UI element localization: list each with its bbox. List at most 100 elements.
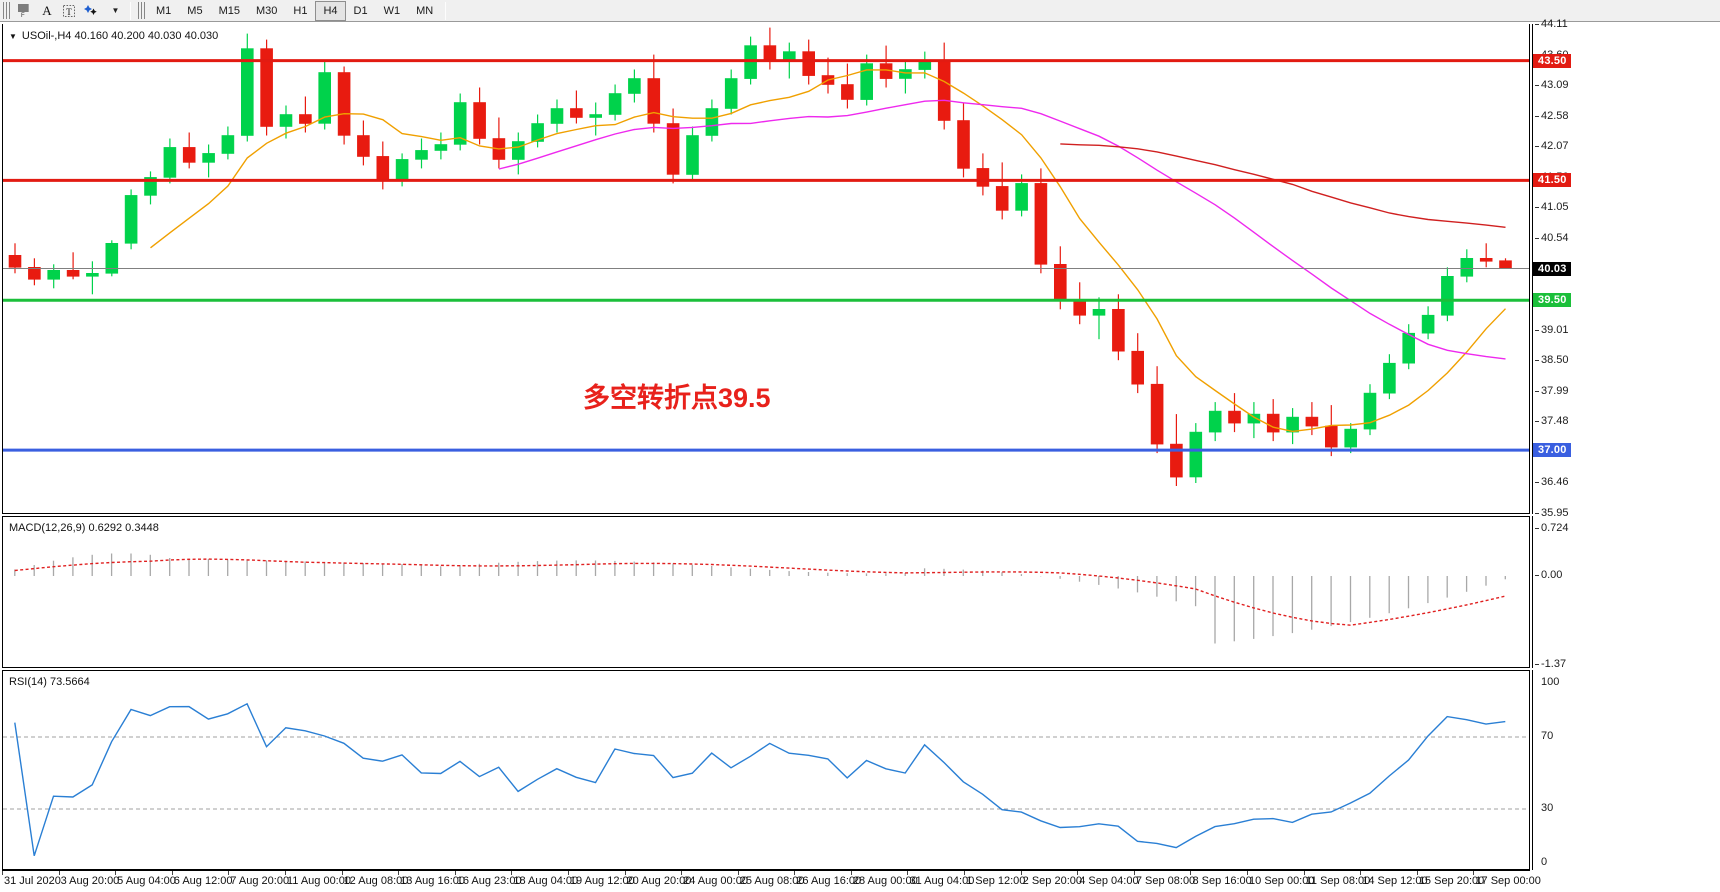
- candle-body: [802, 51, 816, 76]
- current-price-tag: 40.03: [1533, 261, 1571, 276]
- time-axis-label: 16 Aug 23:00: [456, 875, 522, 887]
- candle-body: [628, 78, 641, 94]
- tab-timeframe-w1[interactable]: W1: [383, 4, 401, 17]
- tab-timeframe-m30[interactable]: M30: [255, 4, 278, 17]
- price-tick: 43.09: [1535, 79, 1569, 91]
- macd-tick: -1.37: [1535, 658, 1566, 670]
- candle-body: [899, 69, 912, 79]
- time-axis-tick: [1360, 871, 1362, 875]
- time-axis-tick: [1247, 871, 1249, 875]
- candle-body: [1034, 183, 1048, 265]
- time-axis-label: 15 Sep 20:00: [1418, 875, 1485, 887]
- time-axis-tick: [1020, 871, 1022, 875]
- time-axis-label: 31 Aug 04:00: [909, 875, 975, 887]
- price-pane[interactable]: ▼ USOil-,H4 40.160 40.200 40.030 40.030 …: [2, 24, 1530, 514]
- time-axis-label: 28 Aug 00:00: [852, 875, 918, 887]
- collapse-icon[interactable]: ▼: [9, 31, 17, 41]
- time-axis-label: 24 Aug 00:00: [683, 875, 748, 887]
- time-axis-label: 14 Sep 12:00: [1362, 875, 1428, 887]
- time-axis-tick: [737, 871, 739, 875]
- symbol-info: ▼ USOil-,H4 40.160 40.200 40.030 40.030: [9, 30, 218, 42]
- tab-timeframe-m5[interactable]: M5: [187, 4, 203, 17]
- rsi-scale[interactable]: 100 70 30 0: [1532, 670, 1720, 870]
- indicators-tool-icon[interactable]: [80, 1, 104, 21]
- time-axis-label: 2 Sep 20:00: [1022, 875, 1082, 887]
- toolbar-grip[interactable]: [3, 2, 10, 19]
- candle-body: [763, 45, 777, 61]
- rsi-pane[interactable]: RSI(14) 73.5664: [2, 670, 1530, 870]
- candle-body: [1247, 413, 1261, 424]
- candle-body: [686, 135, 699, 175]
- tab-timeframe-h1[interactable]: H1: [293, 4, 308, 17]
- macd-axis-line: [1532, 516, 1533, 668]
- candle-body: [1305, 416, 1319, 427]
- crosshair-tool-icon[interactable]: F: [13, 1, 36, 21]
- price-tick: 44.11: [1535, 18, 1568, 30]
- candle-body: [1344, 428, 1357, 448]
- candle-body: [1441, 276, 1454, 316]
- candle-body: [957, 120, 970, 169]
- chart-area: ▼ USOil-,H4 40.160 40.200 40.030 40.030 …: [0, 18, 1720, 892]
- text-label-tool-icon[interactable]: T: [58, 1, 80, 21]
- candle-body: [241, 48, 254, 136]
- candle-body: [705, 108, 719, 136]
- time-axis-tick: [284, 871, 286, 875]
- macd-pane[interactable]: MACD(12,26,9) 0.6292 0.3448: [2, 516, 1530, 668]
- macd-signal-line: [14, 558, 1506, 626]
- tab-timeframe-h4[interactable]: H4: [315, 0, 346, 21]
- tab-timeframe-m1[interactable]: M1: [156, 4, 172, 17]
- candle-body: [511, 141, 525, 160]
- price-tick: 42.07: [1535, 140, 1569, 152]
- price-candles-svg: [3, 27, 1529, 486]
- resistance-tag-4350: 43.50: [1533, 53, 1571, 68]
- tab-timeframe-mn[interactable]: MN: [416, 4, 434, 17]
- candle-body: [66, 270, 80, 277]
- candle-body: [995, 186, 1009, 211]
- time-axis-label: 31 Jul 2020: [4, 875, 61, 887]
- macd-scale[interactable]: 0.724 0.00 -1.37: [1532, 516, 1720, 670]
- candle-body: [202, 153, 215, 163]
- candle-body: [473, 102, 486, 139]
- time-axis-label: 12 Aug 08:00: [343, 875, 409, 887]
- time-axis-tick: [1190, 871, 1192, 875]
- candle-body: [105, 243, 119, 274]
- timeframe-grip[interactable]: [138, 2, 145, 19]
- candle-body: [376, 156, 390, 181]
- candle-body: [1460, 258, 1474, 277]
- time-axis-tick: [228, 871, 230, 875]
- candle-body: [299, 114, 312, 124]
- rsi-line: [14, 702, 1506, 857]
- candle-body: [608, 93, 622, 115]
- price-tick: 42.58: [1535, 110, 1569, 122]
- candle-body: [1112, 308, 1125, 352]
- price-tick: 41.05: [1535, 201, 1569, 213]
- price-scale[interactable]: 44.1143.6043.0942.5842.0741.5641.0540.54…: [1532, 18, 1720, 519]
- candle-body: [47, 270, 61, 280]
- price-tick: 37.48: [1535, 415, 1569, 427]
- main-toolbar: F A T ▼ M1 M5 M15 M30 H1 H4 D1 W1 MN: [0, 0, 1720, 22]
- candle-body: [124, 195, 138, 244]
- time-axis-tick: [454, 871, 456, 875]
- tab-timeframe-d1[interactable]: D1: [353, 4, 368, 17]
- time-axis-tick: [58, 871, 60, 875]
- indicators-dropdown-caret[interactable]: ▼: [104, 1, 126, 21]
- candle-body: [1479, 258, 1493, 262]
- text-tool-icon[interactable]: A: [42, 2, 52, 18]
- time-axis-tick: [511, 871, 513, 875]
- candle-body: [1499, 260, 1512, 269]
- time-axis-label: 6 Aug 12:00: [173, 875, 233, 887]
- candle-body: [1363, 392, 1377, 430]
- time-axis-tick: [850, 871, 852, 875]
- time-axis-label: 7 Aug 20:00: [230, 875, 290, 887]
- candle-body: [1228, 410, 1241, 424]
- candle-body: [937, 60, 951, 121]
- candle-body: [415, 150, 428, 160]
- time-axis[interactable]: 31 Jul 2020 3 Aug 20:00 5 Aug 04:00 6 Aug 1…: [2, 870, 1541, 892]
- time-axis-tick: [964, 871, 966, 875]
- tab-timeframe-m15[interactable]: M15: [218, 4, 240, 17]
- candle-body: [841, 84, 854, 100]
- time-axis-tick: [398, 871, 400, 875]
- rsi-axis-line: [1532, 670, 1533, 870]
- rsi-svg: [3, 702, 1529, 857]
- candle-body: [434, 144, 448, 151]
